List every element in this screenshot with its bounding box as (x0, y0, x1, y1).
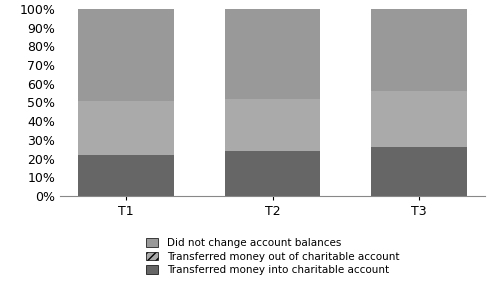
Bar (372, 91, 466, 147)
Bar (78, 155, 174, 196)
Bar (372, 9, 466, 91)
Bar (372, 147, 466, 196)
Bar (225, 99, 320, 151)
Legend: Did not change account balances, Transferred money out of charitable account, Tr: Did not change account balances, Transfe… (142, 235, 402, 279)
Bar (225, 9, 320, 99)
Bar (78, 9, 174, 101)
Bar (78, 101, 174, 155)
Bar (225, 151, 320, 196)
